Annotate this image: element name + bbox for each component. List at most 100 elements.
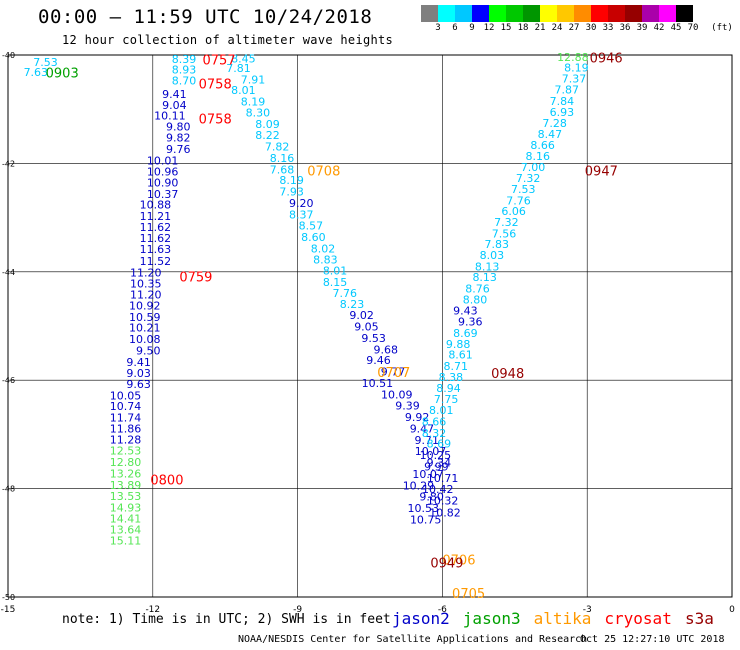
swh-value-label: 10.32 [427, 495, 459, 508]
swh-value-label: 8.66 [530, 139, 555, 152]
scale-swatch [540, 5, 557, 22]
scale-swatch [625, 5, 642, 22]
mission-legend-jason2: jason2 [392, 609, 450, 628]
swh-value-label: 10.08 [129, 333, 161, 346]
scale-swatch [506, 5, 523, 22]
pass-time-label: 0946 [590, 52, 623, 67]
swh-value-label: 15.11 [110, 535, 142, 548]
scale-swatch [608, 5, 625, 22]
scale-label: 21 [534, 23, 546, 33]
scale-swatch [455, 5, 472, 22]
pass-time-label: 0705 [452, 587, 485, 602]
swh-value-label: 10.05 [110, 389, 142, 402]
mission-legend-s3a: s3a [685, 609, 714, 628]
swh-value-label: 7.68 [270, 163, 295, 176]
scale-label: 18 [517, 23, 529, 33]
scale-swatch [659, 5, 676, 22]
scale-swatch [489, 5, 506, 22]
swh-value-label: 11.86 [110, 422, 142, 435]
swh-value-label: 8.69 [427, 438, 452, 451]
swh-value-label: 11.20 [130, 266, 162, 279]
swh-value-label: 10.53 [408, 502, 440, 515]
scale-swatch [676, 5, 693, 22]
swh-value-label: 8.01 [429, 404, 454, 417]
pass-time-label: 0800 [150, 473, 183, 488]
swh-value-label: 10.29 [403, 479, 435, 492]
pass-time-label: 0758 [199, 78, 232, 93]
swh-value-label: 6.06 [501, 205, 526, 218]
swh-value-label: 9.41 [162, 88, 187, 101]
swh-value-label: 9.43 [453, 304, 478, 317]
swh-value-label: 7.81 [226, 62, 251, 75]
swh-value-label: 14.41 [110, 512, 142, 525]
swh-value-label: 9.80 [166, 121, 191, 134]
plot-frame [7, 54, 733, 598]
credit-line: NOAA/NESDIS Center for Satellite Applica… [238, 634, 588, 645]
swh-value-label: 10.37 [147, 188, 179, 201]
swh-value-label: 10.88 [140, 199, 172, 212]
swh-value-label: 7.87 [555, 84, 580, 97]
swh-value-label: 10.21 [129, 322, 161, 335]
pass-time-label: 0708 [307, 164, 340, 179]
swh-value-label: 7.91 [241, 73, 266, 86]
swh-value-label: 7.00 [521, 161, 546, 174]
swh-value-label: 8.01 [231, 84, 256, 97]
y-tick-label: -50 [2, 593, 15, 602]
swh-value-label: 9.05 [354, 321, 379, 334]
swh-value-label: 8.03 [480, 249, 505, 262]
footnote: note: 1) Time is in UTC; 2) SWH is in fe… [62, 612, 391, 627]
swh-value-label: 8.19 [241, 96, 266, 109]
swh-value-label: 8.80 [463, 293, 488, 306]
swh-value-label: 8.22 [255, 129, 280, 142]
swh-value-label: 11.20 [130, 289, 162, 302]
y-tick-label: -40 [2, 51, 15, 60]
scale-label: 3 [435, 23, 441, 33]
scale-label: 42 [653, 23, 665, 33]
swh-value-label: 10.82 [429, 506, 461, 519]
pass-time-label: 0758 [199, 112, 232, 127]
swh-value-label: 10.01 [147, 155, 179, 168]
swh-value-label: 13.26 [110, 467, 142, 480]
swh-value-label: 8.19 [279, 174, 304, 187]
swh-value-label: 9.99 [424, 460, 449, 473]
swh-value-label: 7.53 [511, 183, 536, 196]
swh-value-label: 9.76 [166, 143, 191, 156]
swh-value-label: 6.93 [550, 106, 575, 119]
swh-value-label: 12.80 [110, 456, 142, 469]
pass-time-label: 0706 [442, 554, 475, 569]
scale-label: 9 [469, 23, 475, 33]
y-tick-label: -48 [2, 485, 15, 494]
swh-value-label: 7.83 [485, 238, 510, 251]
scale-swatch [472, 5, 489, 22]
swh-value-label: 8.16 [526, 150, 551, 163]
swh-value-label: 10.25 [420, 449, 452, 462]
scale-swatch [642, 5, 659, 22]
scale-label: 15 [500, 23, 512, 33]
swh-value-label: 8.37 [289, 208, 314, 221]
swh-value-label: 8.83 [313, 253, 338, 266]
swh-value-label: 12.88 [557, 51, 589, 64]
swh-value-label: 8.09 [255, 118, 280, 131]
swh-value-label: 10.35 [130, 278, 162, 291]
scale-unit: (ft) [711, 23, 733, 33]
swh-value-label: 12.53 [110, 445, 142, 458]
scale-label: 24 [551, 23, 563, 33]
scale-label: 39 [636, 23, 648, 33]
pass-time-label: 0757 [203, 53, 236, 68]
swh-value-label: 8.13 [475, 260, 500, 273]
mission-legend-jason3: jason3 [462, 609, 521, 628]
swh-value-label: 10.11 [154, 110, 186, 123]
swh-value-label: 14.93 [110, 502, 142, 515]
scale-swatch [523, 5, 540, 22]
swh-value-label: 8.30 [246, 106, 271, 119]
swh-value-label: 10.74 [110, 400, 142, 413]
swh-value-label: 8.60 [301, 231, 326, 244]
swh-value-label: 8.39 [172, 53, 197, 66]
mission-legend-cryosat: cryosat [604, 609, 672, 628]
swh-value-label: 10.92 [129, 299, 161, 312]
swh-value-label: 9.03 [126, 367, 151, 380]
scale-label: 27 [568, 23, 580, 33]
swh-value-label: 7.63 [24, 66, 49, 79]
swh-value-label: 10.07 [415, 445, 447, 458]
swh-value-label: 9.68 [374, 343, 399, 356]
